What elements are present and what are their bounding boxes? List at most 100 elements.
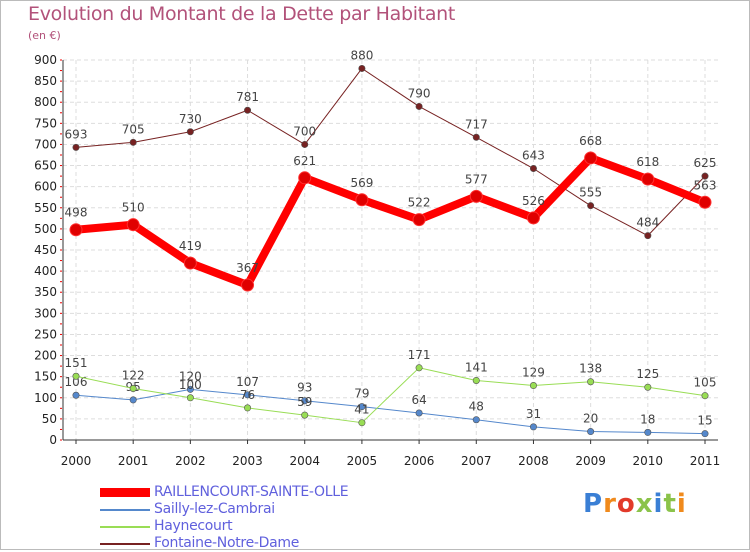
legend-item: Haynecourt: [100, 518, 400, 535]
y-tick-label: 150: [34, 370, 57, 384]
y-tick-label: 50: [42, 412, 57, 426]
data-label: 510: [122, 201, 145, 215]
data-point: [644, 383, 652, 391]
data-point: [472, 133, 480, 141]
legend-label: RAILLENCOURT-SAINTE-OLLE: [154, 484, 349, 500]
y-tick-label: 350: [34, 285, 57, 299]
data-label: 15: [697, 414, 712, 428]
y-tick-label: 800: [34, 95, 57, 109]
data-label: 20: [583, 412, 598, 426]
data-point: [701, 430, 709, 438]
line-chart: 0 50 100 150 200 250 300 350 400 450 500 550 600 650 7…: [34, 48, 721, 468]
data-point: [587, 428, 595, 436]
y-tick-label: 450: [34, 243, 57, 257]
data-label: 105: [694, 376, 717, 390]
x-tick-label: 2006: [404, 454, 435, 468]
series-line-raillencourt-sainte-olle: [75, 153, 707, 290]
data-point: [412, 213, 426, 227]
data-point: [472, 376, 480, 384]
data-point: [358, 64, 366, 72]
data-point: [301, 411, 309, 419]
data-label: 151: [65, 356, 88, 370]
data-label: 129: [522, 366, 545, 380]
data-point: [529, 423, 537, 431]
x-tick-label: 2002: [175, 454, 206, 468]
data-label: 526: [522, 194, 545, 208]
logo-letter: P: [583, 489, 604, 519]
y-tick-label: 750: [34, 116, 57, 130]
logo-letter: x: [635, 489, 654, 519]
data-point: [529, 165, 537, 173]
data-point: [587, 378, 595, 386]
x-tick-label: 2005: [347, 454, 378, 468]
x-tick-label: 2004: [289, 454, 320, 468]
logo-letter: i: [676, 489, 687, 519]
data-label: 730: [179, 112, 202, 126]
logo-letter: o: [616, 489, 636, 519]
data-point: [69, 223, 83, 237]
logo-letter: r: [603, 489, 617, 519]
y-tick-label: 500: [34, 222, 57, 236]
data-point: [183, 256, 197, 270]
data-label: 18: [640, 412, 655, 426]
data-label: 705: [122, 122, 145, 136]
y-tick-label: 250: [34, 327, 57, 341]
data-point: [644, 232, 652, 240]
data-label: 41: [354, 403, 369, 417]
data-label: 141: [465, 360, 488, 374]
data-point: [129, 396, 137, 404]
data-label: 700: [293, 124, 316, 138]
data-point: [244, 106, 252, 114]
y-tick-label: 700: [34, 137, 57, 151]
data-point: [415, 102, 423, 110]
legend-item: Sailly-lez-Cambrai: [100, 501, 400, 518]
x-tick-label: 2011: [690, 454, 721, 468]
y-tick-label: 100: [34, 391, 57, 405]
data-label: 125: [636, 367, 659, 381]
data-label: 498: [65, 206, 88, 220]
data-label: 120: [179, 369, 202, 383]
x-tick-label: 2010: [633, 454, 664, 468]
data-label: 668: [579, 134, 602, 148]
x-tick-label: 2001: [118, 454, 149, 468]
data-point: [469, 189, 483, 203]
data-point: [244, 391, 252, 399]
data-label: 48: [469, 400, 484, 414]
y-tick-label: 600: [34, 180, 57, 194]
data-point: [301, 397, 309, 405]
legend-item: RAILLENCOURT-SAINTE-OLLE: [100, 484, 400, 501]
legend-label: Fontaine-Notre-Dame: [154, 535, 300, 551]
y-tick-label: 550: [34, 201, 57, 215]
data-point: [72, 372, 80, 380]
data-point: [472, 416, 480, 424]
data-label: 93: [297, 381, 312, 395]
x-tick-label: 2008: [518, 454, 549, 468]
data-label: 107: [236, 375, 259, 389]
data-point: [584, 151, 598, 165]
legend-swatch: [100, 509, 150, 511]
y-tick-label: 900: [34, 53, 57, 67]
data-point: [301, 140, 309, 148]
proxiti-logo[interactable]: Proxiti: [583, 489, 687, 519]
data-point: [701, 392, 709, 400]
x-tick-label: 2000: [61, 454, 92, 468]
data-label: 106: [65, 375, 88, 389]
y-tick-label: 400: [34, 264, 57, 278]
data-point: [186, 385, 194, 393]
data-point: [244, 404, 252, 412]
data-label: 618: [636, 155, 659, 169]
data-point: [129, 384, 137, 392]
data-label: 643: [522, 149, 545, 163]
data-label: 76: [240, 388, 255, 402]
data-label: 122: [122, 368, 145, 382]
data-label: 569: [350, 176, 373, 190]
data-point: [358, 419, 366, 427]
data-label: 64: [411, 393, 426, 407]
data-point: [241, 278, 255, 292]
data-label: 563: [694, 178, 717, 192]
data-point: [529, 382, 537, 390]
chart-title: Evolution du Montant de la Dette par Hab…: [28, 3, 456, 25]
legend-label: Sailly-lez-Cambrai: [154, 501, 275, 517]
data-label: 693: [65, 127, 88, 141]
